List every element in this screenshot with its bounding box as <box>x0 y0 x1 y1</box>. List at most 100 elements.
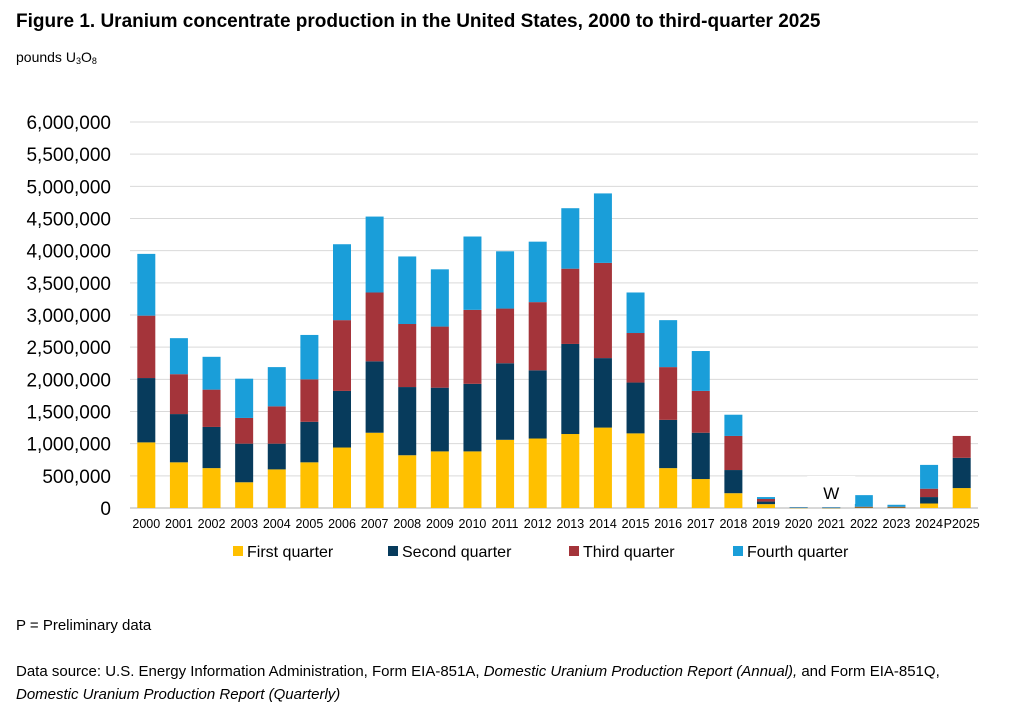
bar-segment <box>593 262 612 359</box>
bar-segment <box>528 302 547 371</box>
bar-segment <box>528 370 547 439</box>
units-sub-3: 3 <box>75 56 81 66</box>
data-source: Data source: U.S. Energy Information Adm… <box>16 660 1006 706</box>
bar-segment <box>626 333 645 383</box>
bar-segment <box>398 455 417 508</box>
bar-segment <box>920 503 939 508</box>
bar-segment <box>267 367 286 407</box>
bar-segment <box>822 507 841 508</box>
y-axis-units-label: pounds U3O8 <box>16 49 97 66</box>
bar-segment <box>724 470 743 494</box>
x-tick-label: 2008 <box>393 517 421 531</box>
bar-segment <box>659 367 678 420</box>
x-tick-label: 2003 <box>230 517 258 531</box>
bar-segment <box>137 378 156 443</box>
x-tick-label: 2014 <box>589 517 617 531</box>
bar-segment <box>561 343 580 435</box>
bar-segment <box>300 379 319 422</box>
bar-segment <box>235 443 254 483</box>
bar-segment <box>430 387 449 452</box>
bar-segment <box>691 432 710 480</box>
y-tick-label: 1,500,000 <box>26 403 111 424</box>
bar-segment <box>169 338 188 375</box>
gridlines <box>130 121 978 509</box>
bar-segment <box>887 506 906 508</box>
bar-segment <box>398 387 417 456</box>
bar-segment <box>267 406 286 444</box>
x-tick-label: 2024 <box>915 517 943 531</box>
bar-segment <box>757 498 775 502</box>
bar-segment <box>854 507 873 508</box>
source-text-1: Data source: U.S. Energy Information Adm… <box>16 663 484 680</box>
source-text-2: and Form EIA-851Q, <box>797 663 940 680</box>
bar-segment <box>463 383 482 452</box>
bar-segment <box>659 468 678 508</box>
bar-segment <box>496 308 515 364</box>
bar-segment <box>724 435 743 471</box>
bar-segment <box>235 378 254 418</box>
bar-segment <box>854 495 873 507</box>
y-tick-label: 2,500,000 <box>26 338 111 359</box>
bar-segment <box>496 363 515 440</box>
bar-segment <box>398 256 417 325</box>
annotation-withheld-label: W <box>823 484 839 503</box>
x-tick-label: 2006 <box>328 517 356 531</box>
bar-segment <box>496 251 515 309</box>
bar-segment <box>887 507 906 508</box>
bar-segment <box>137 442 156 508</box>
bar-segment <box>496 439 515 508</box>
bar-segment <box>887 507 906 508</box>
y-tick-label: 4,000,000 <box>26 242 111 263</box>
bar-segment <box>528 241 547 303</box>
bar-segment <box>169 462 188 508</box>
x-tick-label: 2005 <box>295 517 323 531</box>
legend-label: Third quarter <box>583 544 675 561</box>
bar-segment <box>300 334 319 380</box>
bar-segment <box>789 507 808 508</box>
bar-segment <box>528 438 547 508</box>
bar-segment <box>300 462 319 508</box>
bar-segment <box>365 361 384 433</box>
x-tick-label: 2010 <box>459 517 487 531</box>
bar-segment <box>365 292 384 362</box>
y-tick-label: 3,000,000 <box>26 306 111 327</box>
bar-segment <box>626 382 645 434</box>
stacked-bar-chart: 0 500,000 1,000,000 1,500,000 2,000,000 2,500… <box>26 113 979 561</box>
annotations: W <box>807 476 856 504</box>
bar-segment <box>887 504 906 507</box>
bar-segment <box>757 501 775 505</box>
bar-segment <box>920 497 939 504</box>
x-tick-label: 2001 <box>165 517 193 531</box>
bar-segment <box>952 488 971 508</box>
x-tick-label: 2011 <box>492 517 519 531</box>
bar-segment <box>365 216 384 293</box>
x-tick-label: 2021 <box>817 517 845 531</box>
legend-label: Fourth quarter <box>747 544 849 561</box>
bar-segment <box>593 358 612 428</box>
bar-segment <box>691 351 710 391</box>
x-tick-label: 2012 <box>524 517 552 531</box>
x-tick-label: 2018 <box>719 517 747 531</box>
bar-segment <box>593 193 612 263</box>
units-sub-8: 8 <box>91 56 97 66</box>
annotation-background <box>807 476 856 504</box>
x-tick-label: 2004 <box>263 517 291 531</box>
figure-title: Figure 1. Uranium concentrate production… <box>16 11 821 32</box>
bar-segment <box>593 427 612 508</box>
bar-segment <box>463 451 482 508</box>
y-tick-label: 5,500,000 <box>26 145 111 166</box>
source-italic-1: Domestic Uranium Production Report (Annu… <box>483 663 798 680</box>
bar-segment <box>952 457 971 489</box>
y-tick-label: 4,500,000 <box>26 210 111 231</box>
x-tick-label: 2019 <box>752 517 780 531</box>
bar-segment <box>267 469 286 508</box>
bar-segment <box>659 320 678 368</box>
y-tick-label: 500,000 <box>42 467 111 488</box>
bar-segment <box>757 504 775 508</box>
x-tick-label: 2023 <box>883 517 911 531</box>
units-mid: O <box>80 49 92 65</box>
bar-segment <box>202 356 221 390</box>
bar-segment <box>920 464 939 489</box>
bar-segment <box>333 244 351 321</box>
x-tick-label: 2009 <box>426 517 454 531</box>
